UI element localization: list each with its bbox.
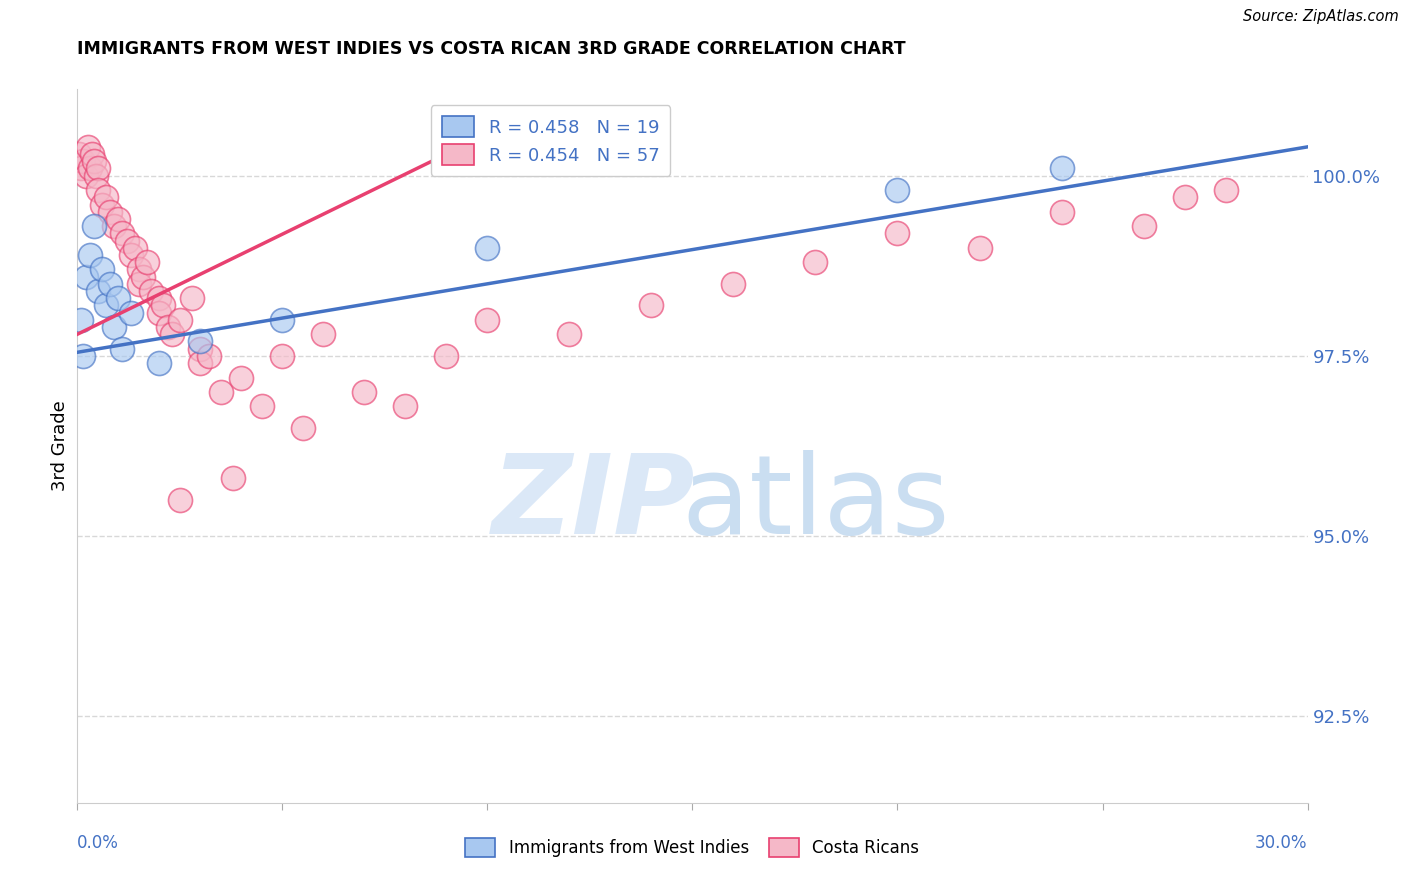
Point	[79, 161, 101, 176]
Point	[115, 234, 138, 248]
Point	[1132, 219, 1154, 234]
Point	[353, 384, 375, 399]
Point	[94, 190, 117, 204]
Point	[80, 147, 103, 161]
Point	[103, 320, 125, 334]
Point	[72, 154, 94, 169]
Point	[136, 255, 159, 269]
Text: 30.0%: 30.0%	[1256, 834, 1308, 852]
Point	[132, 269, 155, 284]
Point	[79, 248, 101, 262]
Point	[394, 400, 416, 414]
Point	[107, 211, 129, 226]
Point	[128, 262, 150, 277]
Point	[111, 342, 134, 356]
Point	[231, 370, 253, 384]
Point	[723, 277, 745, 291]
Point	[98, 277, 121, 291]
Point	[90, 262, 114, 277]
Point	[72, 349, 94, 363]
Point	[804, 255, 827, 269]
Point	[98, 204, 121, 219]
Point	[558, 327, 581, 342]
Point	[75, 269, 97, 284]
Point	[84, 169, 107, 183]
Point	[160, 327, 183, 342]
Point	[152, 298, 174, 312]
Point	[640, 298, 662, 312]
Point	[477, 313, 499, 327]
Point	[67, 147, 90, 161]
Text: ZIP: ZIP	[492, 450, 696, 557]
Point	[107, 291, 129, 305]
Point	[188, 342, 212, 356]
Point	[169, 313, 191, 327]
Point	[103, 219, 125, 234]
Point	[87, 284, 110, 298]
Point	[156, 320, 179, 334]
Point	[70, 313, 93, 327]
Point	[477, 241, 499, 255]
Point	[1050, 204, 1073, 219]
Text: atlas: atlas	[682, 450, 949, 557]
Point	[188, 334, 212, 349]
Point	[188, 356, 212, 370]
Point	[169, 493, 191, 508]
Point	[271, 313, 294, 327]
Point	[111, 227, 134, 241]
Point	[124, 241, 146, 255]
Point	[87, 161, 110, 176]
Point	[90, 197, 114, 211]
Point	[83, 154, 105, 169]
Point	[209, 384, 232, 399]
Point	[250, 400, 273, 414]
Text: Source: ZipAtlas.com: Source: ZipAtlas.com	[1243, 9, 1399, 24]
Point	[148, 356, 170, 370]
Point	[197, 349, 219, 363]
Text: 0.0%: 0.0%	[77, 834, 120, 852]
Point	[312, 327, 335, 342]
Point	[120, 248, 142, 262]
Point	[120, 306, 142, 320]
Point	[75, 169, 97, 183]
Point	[1215, 183, 1237, 197]
Point	[87, 183, 110, 197]
Legend: Immigrants from West Indies, Costa Ricans: Immigrants from West Indies, Costa Rican…	[457, 830, 928, 866]
Point	[94, 298, 117, 312]
Point	[83, 219, 105, 234]
Y-axis label: 3rd Grade: 3rd Grade	[51, 401, 69, 491]
Point	[969, 241, 991, 255]
Point	[222, 471, 245, 485]
Point	[436, 349, 458, 363]
Point	[181, 291, 204, 305]
Point	[271, 349, 294, 363]
Point	[1050, 161, 1073, 176]
Point	[1174, 190, 1197, 204]
Point	[886, 183, 908, 197]
Point	[148, 291, 170, 305]
Point	[76, 140, 98, 154]
Point	[141, 284, 163, 298]
Point	[291, 421, 314, 435]
Point	[886, 227, 908, 241]
Point	[70, 161, 93, 176]
Text: IMMIGRANTS FROM WEST INDIES VS COSTA RICAN 3RD GRADE CORRELATION CHART: IMMIGRANTS FROM WEST INDIES VS COSTA RIC…	[77, 40, 905, 58]
Point	[128, 277, 150, 291]
Point	[148, 306, 170, 320]
